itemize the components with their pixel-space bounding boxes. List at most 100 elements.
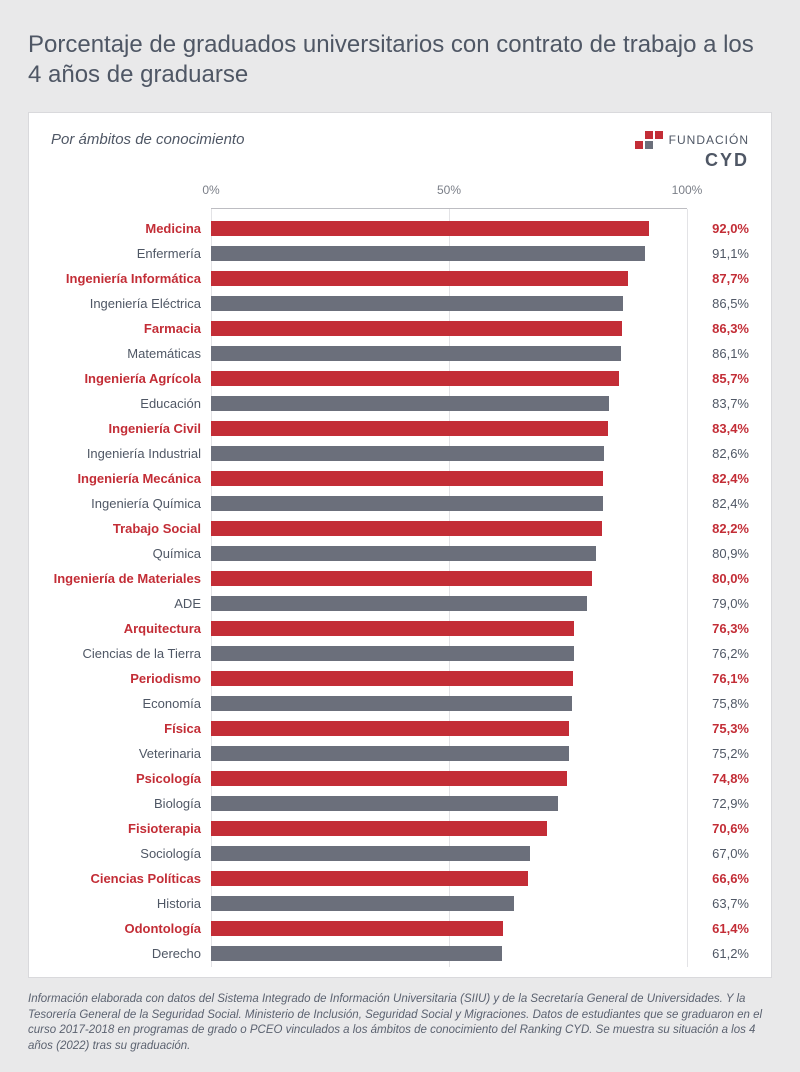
bar-slot [211,596,687,611]
bar-row: Ingeniería Mecánica82,4% [211,467,687,489]
bar-label: Ingeniería Agrícola [51,371,211,386]
bar-slot [211,746,687,761]
bar-row: Ingeniería Informática87,7% [211,267,687,289]
bar-value: 61,2% [687,946,749,961]
bar-value: 87,7% [687,271,749,286]
bar-value: 91,1% [687,246,749,261]
bar-slot [211,246,687,261]
bar-label: Medicina [51,221,211,236]
bar-slot [211,921,687,936]
bar-value: 63,7% [687,896,749,911]
bar-row: Sociología67,0% [211,842,687,864]
bar [211,696,572,711]
logo-fundacion-cyd: FUNDACIÓN CYD [635,131,749,169]
bar-row: Ingeniería Eléctrica86,5% [211,292,687,314]
bar-value: 76,2% [687,646,749,661]
bar-rows: Medicina92,0%Enfermería91,1%Ingeniería I… [211,209,687,964]
bar-row: Ingeniería Civil83,4% [211,417,687,439]
bar [211,296,623,311]
bar [211,321,622,336]
bar-value: 72,9% [687,796,749,811]
source-footnote: Información elaborada con datos del Sist… [28,992,772,1054]
bar-label: Farmacia [51,321,211,336]
bar-row: Medicina92,0% [211,217,687,239]
logo-text-line1: FUNDACIÓN [669,134,749,146]
bar-value: 83,7% [687,396,749,411]
bar-row: Farmacia86,3% [211,317,687,339]
bar-slot [211,621,687,636]
bar-label: Fisioterapia [51,821,211,836]
bar-label: Psicología [51,771,211,786]
chart-subtitle: Por ámbitos de conocimiento [51,131,244,148]
bar-slot [211,771,687,786]
bar [211,446,604,461]
bar-row: Ciencias Políticas66,6% [211,867,687,889]
bar-row: Economía75,8% [211,692,687,714]
bar-row: Ingeniería Química82,4% [211,492,687,514]
logo-text-line2: CYD [635,151,749,169]
bar-slot [211,696,687,711]
bar-row: Fisioterapia70,6% [211,817,687,839]
bar-value: 70,6% [687,821,749,836]
bar-row: Psicología74,8% [211,767,687,789]
bar-label: Odontología [51,921,211,936]
bar-row: Historia63,7% [211,892,687,914]
bar [211,471,603,486]
bar-row: Odontología61,4% [211,917,687,939]
bar-label: Arquitectura [51,621,211,636]
bar [211,521,602,536]
bar-slot [211,871,687,886]
bar-value: 74,8% [687,771,749,786]
bar-row: Educación83,7% [211,392,687,414]
bar [211,821,547,836]
bar [211,496,603,511]
bar-slot [211,271,687,286]
bar-label: Ciencias de la Tierra [51,646,211,661]
bar-label: Economía [51,696,211,711]
bar-row: Veterinaria75,2% [211,742,687,764]
bar [211,546,596,561]
bar-slot [211,796,687,811]
bar-slot [211,571,687,586]
bar-value: 82,6% [687,446,749,461]
bar-slot [211,396,687,411]
bar-value: 76,3% [687,621,749,636]
bar-value: 79,0% [687,596,749,611]
bar-value: 61,4% [687,921,749,936]
bar-row: Matemáticas86,1% [211,342,687,364]
bar [211,946,502,961]
bar-value: 86,5% [687,296,749,311]
bar-slot [211,896,687,911]
bar-row: Periodismo76,1% [211,667,687,689]
bar [211,871,528,886]
axis-tick: 100% [672,183,703,197]
bar [211,421,608,436]
bar-value: 75,2% [687,746,749,761]
bar-value: 92,0% [687,221,749,236]
bar-label: ADE [51,596,211,611]
bar-value: 86,1% [687,346,749,361]
bar-label: Ingeniería Química [51,496,211,511]
bar-label: Ingeniería Industrial [51,446,211,461]
logo-icon [635,131,663,149]
bar-label: Física [51,721,211,736]
x-axis: 0%50%100% [211,183,687,209]
bar [211,596,587,611]
bar-row: Arquitectura76,3% [211,617,687,639]
bar-slot [211,496,687,511]
bar-slot [211,221,687,236]
bar [211,271,628,286]
bar [211,746,569,761]
bar [211,796,558,811]
bar [211,721,569,736]
bar-label: Ingeniería de Materiales [51,571,211,586]
bar-slot [211,721,687,736]
bar-value: 80,9% [687,546,749,561]
bar-slot [211,321,687,336]
bar-value: 86,3% [687,321,749,336]
bar-label: Historia [51,896,211,911]
bar-label: Trabajo Social [51,521,211,536]
bar-slot [211,846,687,861]
bar-row: Ingeniería de Materiales80,0% [211,567,687,589]
bar [211,921,503,936]
